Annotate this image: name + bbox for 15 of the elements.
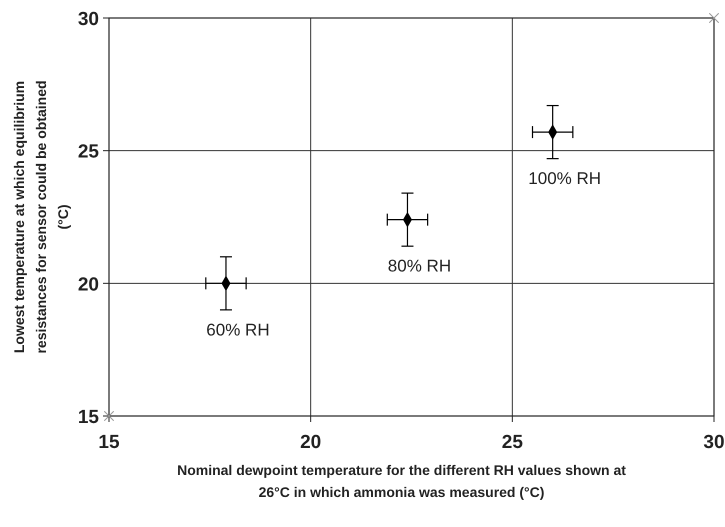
annotation: 60% RH: [206, 320, 270, 340]
point: [104, 410, 114, 422]
x-tick-label: 15: [98, 432, 120, 453]
y-tick-label: 15: [78, 407, 100, 428]
annotation: 80% RH: [388, 256, 452, 276]
y-tick-label: 20: [78, 274, 99, 296]
y-tick-label: 25: [78, 142, 100, 163]
y-axis-title: Lowest temperature at which equilibrium resistances for sensor could be obtained (°C): [11, 80, 71, 354]
x-tick-label: 20: [300, 432, 322, 453]
x-axis-title: Nominal dewpoint temperature for the different RH values shown at 26°C in which ammonia was measured (°C): [177, 462, 626, 500]
point: [708, 12, 720, 24]
x-tick-label: 30: [703, 432, 725, 453]
x-tick-label: 25: [502, 432, 524, 453]
y-tick-label: 30: [78, 9, 99, 30]
annotation: 100% RH: [528, 169, 602, 188]
